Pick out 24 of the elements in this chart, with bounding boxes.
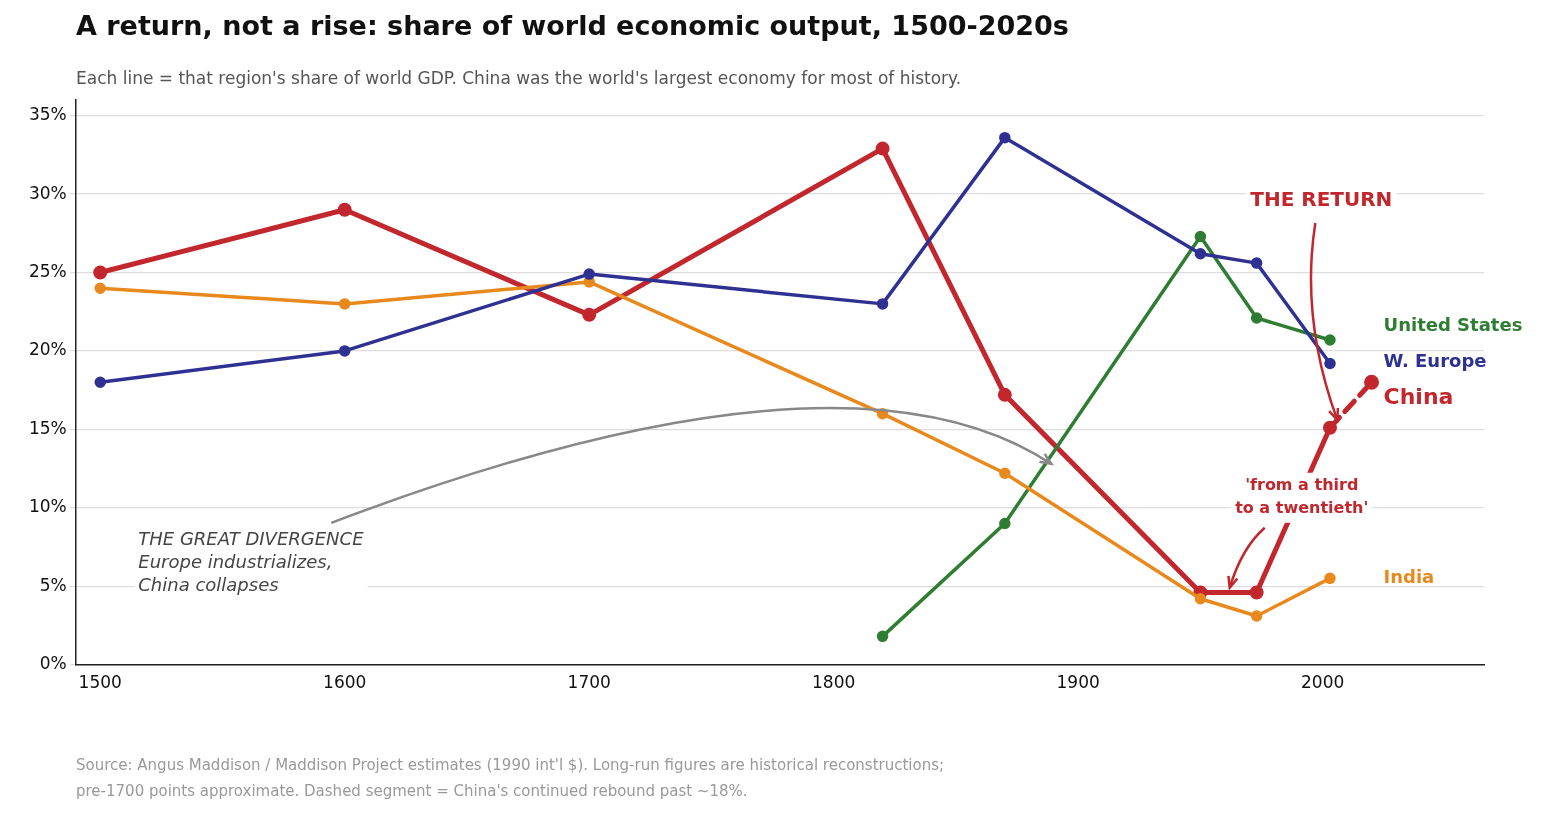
x-tick-label: 1600 [323,672,367,693]
x-tick-label: 1800 [812,672,856,693]
y-tick-label: 35% [28,104,67,125]
y-tick-label: 25% [28,260,67,281]
y-tick-label: 0% [39,653,67,674]
text: China [1383,383,1454,409]
annotation: THE GREAT DIVERGENCE Europe industrializes, China collapses [138,527,365,595]
chart-subtitle: Each line = that region's share of world GDP. China was the world's largest economy for most of history. [76,68,962,88]
chart-title: A return, not a rise: share of world economic output, 1500-2020s [76,10,1069,41]
text: United States [1383,313,1523,335]
x-tick-label: 1500 [78,672,122,693]
x-tick-label: 1900 [1056,672,1100,693]
annotation: 'from a third to a twentieth' [1235,475,1369,518]
annotation: THE RETURN [1250,187,1393,212]
text: W. Europe [1383,349,1487,371]
source-note: Source: Angus Maddison / Maddison Project estimates (1990 int'l $). Long-run figures are historical reconstructions; pre-1700 points approximate. Dashed segment = China's continued rebound past ~18%. [76,755,945,802]
y-tick-label: 10% [28,496,67,517]
x-tick-label: 1700 [567,672,611,693]
y-tick-label: 5% [39,574,67,595]
y-tick-label: 30% [28,182,67,203]
y-tick-label: 20% [28,339,67,360]
x-tick-label: 2000 [1301,672,1345,693]
y-tick-label: 15% [28,417,67,438]
text: India [1383,566,1435,588]
